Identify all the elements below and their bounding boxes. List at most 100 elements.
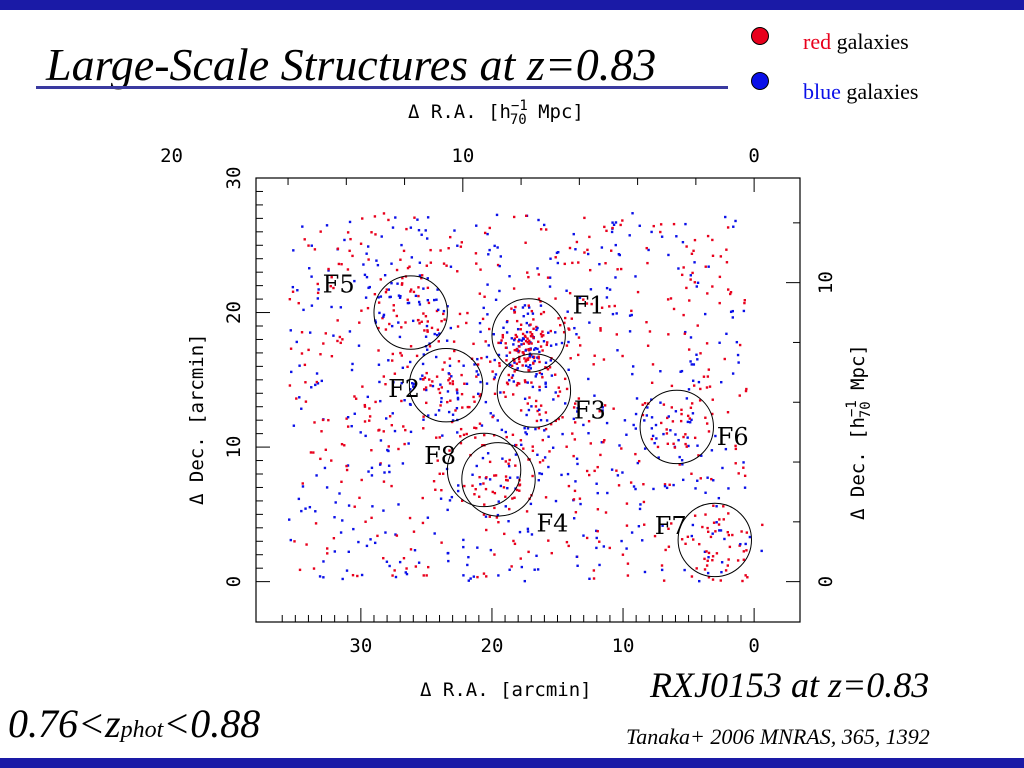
blue-galaxy-point [513, 338, 516, 342]
red-galaxy-point [725, 261, 729, 264]
blue-galaxy-point [543, 429, 546, 432]
blue-galaxy-point [456, 398, 460, 401]
red-galaxy-point [442, 262, 446, 265]
blue-galaxy-point [634, 275, 637, 278]
red-galaxy-point [523, 379, 527, 382]
blue-galaxy-point [523, 426, 526, 430]
blue-galaxy-point [588, 321, 591, 324]
red-galaxy-point [518, 360, 521, 364]
blue-galaxy-point [363, 273, 367, 277]
blue-galaxy-point [386, 448, 389, 452]
blue-galaxy-point [482, 306, 485, 310]
blue-galaxy-point [723, 537, 726, 541]
red-galaxy-point [745, 549, 748, 552]
blue-galaxy-point [572, 417, 576, 421]
blue-galaxy-point [518, 530, 522, 534]
red-galaxy-point [530, 353, 533, 357]
red-galaxy-point [321, 418, 325, 422]
red-galaxy-point [539, 228, 543, 231]
blue-galaxy-point [435, 333, 439, 337]
blue-galaxy-point [347, 504, 351, 507]
red-galaxy-point [462, 433, 466, 437]
red-galaxy-point [740, 530, 743, 533]
blue-galaxy-point [499, 255, 502, 258]
bottom-tick-label: 30 [349, 635, 372, 657]
blue-galaxy-point [333, 516, 336, 519]
red-galaxy-point [515, 443, 518, 447]
red-galaxy-point [422, 415, 425, 418]
red-galaxy-point [449, 399, 452, 402]
red-galaxy-point [682, 313, 685, 317]
red-galaxy-point [596, 530, 599, 533]
blue-galaxy-point [403, 399, 406, 402]
blue-galaxy-point [529, 502, 533, 506]
red-galaxy-point [377, 326, 380, 330]
blue-galaxy-point [706, 571, 710, 575]
red-galaxy-point [507, 373, 510, 377]
red-galaxy-point [636, 290, 640, 294]
red-galaxy-point [690, 252, 694, 255]
blue-galaxy-point [680, 369, 684, 373]
red-galaxy-point [651, 363, 655, 366]
red-galaxy-point [599, 327, 602, 330]
blue-galaxy-point [661, 524, 664, 527]
red-galaxy-point [535, 419, 539, 423]
blue-galaxy-point [476, 392, 480, 396]
blue-galaxy-point [422, 287, 425, 290]
red-galaxy-point [466, 311, 469, 315]
field-circle-f5 [373, 275, 448, 350]
red-galaxy-point [592, 577, 596, 580]
red-galaxy-point [364, 520, 367, 523]
blue-galaxy-point [366, 395, 370, 399]
blue-galaxy-point [548, 276, 552, 279]
blue-galaxy-point [614, 221, 618, 224]
blue-galaxy-point [684, 222, 687, 226]
blue-galaxy-point [426, 277, 429, 280]
red-galaxy-point [532, 336, 535, 339]
red-galaxy-point [588, 235, 591, 239]
red-galaxy-point [596, 508, 600, 511]
blue-galaxy-point [690, 363, 693, 366]
red-galaxy-point [577, 336, 581, 339]
red-galaxy-point [598, 410, 601, 413]
blue-galaxy-point [706, 476, 709, 479]
red-galaxy-point [738, 544, 741, 547]
red-galaxy-point [488, 226, 491, 230]
red-galaxy-point [455, 388, 459, 391]
red-galaxy-point [729, 291, 733, 294]
red-galaxy-point [525, 510, 529, 513]
red-galaxy-point [672, 442, 675, 445]
blue-galaxy-point [565, 289, 568, 292]
red-galaxy-point [536, 409, 539, 413]
red-galaxy-point [423, 376, 427, 379]
red-galaxy-point [480, 356, 483, 360]
blue-galaxy-point [547, 465, 550, 469]
red-galaxy-point [699, 477, 702, 480]
blue-galaxy-point [680, 458, 684, 462]
blue-galaxy-point [643, 570, 647, 574]
red-galaxy-point [512, 539, 515, 543]
blue-galaxy-point [426, 216, 430, 219]
red-galaxy-point [392, 309, 395, 312]
blue-galaxy-point [394, 533, 397, 536]
red-galaxy-point [340, 263, 343, 266]
blue-galaxy-point [537, 218, 540, 222]
blue-galaxy-point [589, 288, 593, 291]
red-galaxy-point [718, 518, 721, 521]
blue-galaxy-point [499, 484, 503, 488]
red-galaxy-point [629, 481, 633, 484]
red-galaxy-point [437, 387, 440, 391]
blue-galaxy-point [479, 330, 482, 334]
blue-galaxy-point [323, 466, 327, 470]
blue-galaxy-point [714, 434, 717, 438]
red-galaxy-point [482, 513, 486, 516]
blue-galaxy-point [400, 243, 403, 247]
red-galaxy-point [592, 569, 596, 572]
left-axis-label: Δ Dec. [arcmin] [186, 333, 208, 505]
bottom-axis-label: Δ R.A. [arcmin] [420, 679, 592, 701]
red-galaxy-point [738, 343, 742, 347]
red-galaxy-point [384, 383, 387, 386]
red-galaxy-point [534, 399, 538, 403]
red-galaxy-point [705, 342, 709, 345]
blue-galaxy-point [512, 380, 515, 383]
